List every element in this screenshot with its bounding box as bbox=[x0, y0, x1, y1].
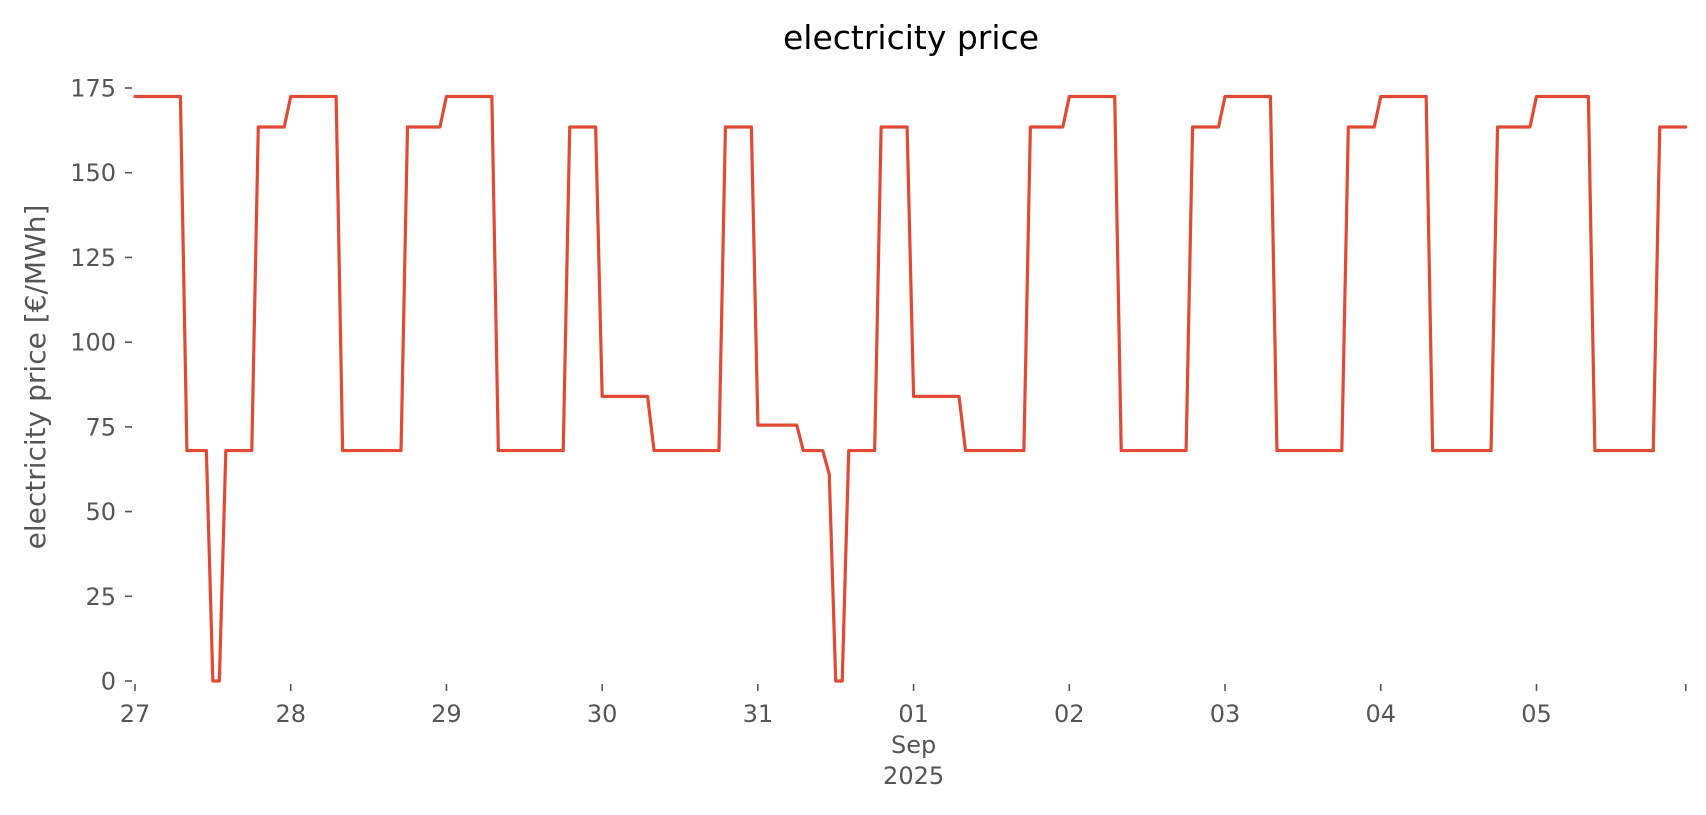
y-tick-label: 175 bbox=[70, 75, 116, 103]
y-tick-label: 125 bbox=[70, 244, 116, 272]
y-tick-label: 50 bbox=[85, 498, 116, 526]
y-tick-label: 150 bbox=[70, 159, 116, 187]
x-tick-label: 04 bbox=[1365, 700, 1396, 728]
x-tick-label: 28 bbox=[275, 700, 306, 728]
y-axis: 0 25 50 75 100 125 150 175 bbox=[70, 75, 132, 696]
x-tick-label: 03 bbox=[1210, 700, 1241, 728]
y-axis-label: electricity price [€/MWh] bbox=[19, 205, 52, 550]
x-axis: 27 28 29 30 31 01 Sep 2025 02 03 04 05 bbox=[120, 684, 1687, 790]
chart-title: electricity price bbox=[783, 18, 1039, 57]
x-tick-label: 27 bbox=[120, 700, 151, 728]
plot-area bbox=[133, 94, 1688, 683]
x-tick-label: 30 bbox=[587, 700, 618, 728]
x-tick-label: 01 bbox=[898, 700, 929, 728]
x-tick-label: 2025 bbox=[883, 762, 944, 790]
electricity-price-line bbox=[133, 94, 1688, 683]
y-tick-label: 75 bbox=[85, 413, 116, 441]
x-tick-label: 31 bbox=[743, 700, 774, 728]
x-tick-label: Sep bbox=[891, 731, 936, 759]
y-tick-label: 100 bbox=[70, 329, 116, 357]
y-tick-label: 0 bbox=[101, 668, 116, 696]
x-tick-label: 05 bbox=[1521, 700, 1552, 728]
x-tick-label: 29 bbox=[431, 700, 462, 728]
x-tick-label: 02 bbox=[1054, 700, 1085, 728]
y-tick-label: 25 bbox=[85, 583, 116, 611]
